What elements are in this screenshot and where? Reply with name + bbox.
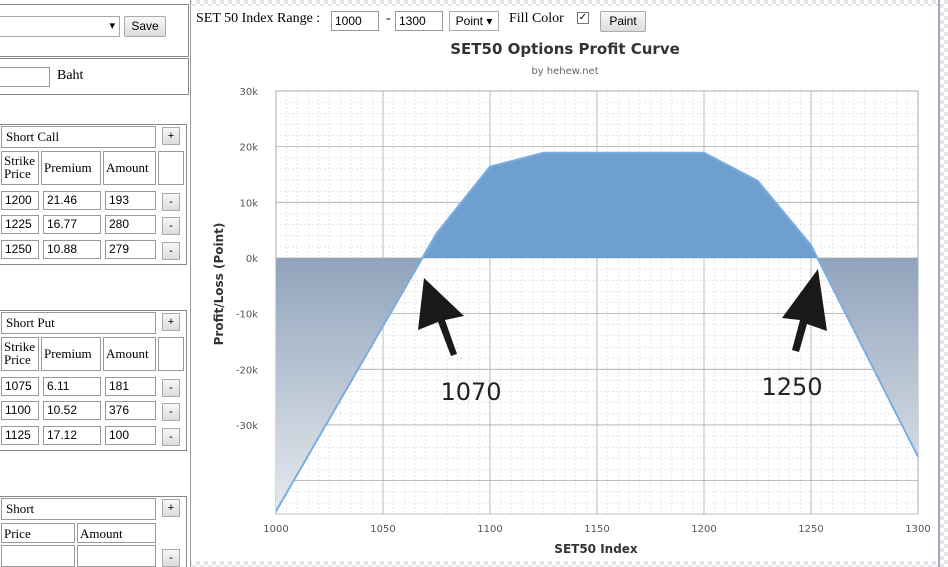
short-call-amount[interactable]: 280 bbox=[105, 215, 156, 234]
right-divider bbox=[938, 0, 940, 567]
short-call-amount[interactable]: 279 bbox=[105, 240, 156, 259]
short-future-add-button[interactable]: + bbox=[162, 499, 180, 517]
short-call-title: Short Call bbox=[1, 126, 156, 148]
short-call-premium[interactable]: 16.77 bbox=[43, 215, 101, 234]
capital-input[interactable] bbox=[0, 67, 50, 87]
premium-header: Premium bbox=[41, 337, 101, 371]
capital-unit: Baht bbox=[57, 68, 84, 83]
portfolio-select[interactable]: ▾ bbox=[0, 16, 120, 37]
short-call-amount[interactable]: 193 bbox=[105, 191, 156, 210]
y-tick-label: 0k bbox=[246, 254, 258, 265]
amount-header: Amount bbox=[103, 151, 156, 185]
short-put-amount[interactable]: 100 bbox=[105, 426, 156, 445]
strike-price-header: Strike Price bbox=[1, 151, 39, 185]
x-tick-label: 1300 bbox=[905, 524, 930, 535]
profit-area bbox=[275, 151, 919, 512]
left-panel: ▾ Save Baht Short Call + Strike Price Pr… bbox=[0, 0, 191, 567]
premium-header: Premium bbox=[41, 151, 101, 185]
breakeven-label-right: 1250 bbox=[761, 373, 822, 401]
profit-region bbox=[422, 152, 818, 258]
short-put-remove-button[interactable]: - bbox=[162, 379, 180, 397]
short-put-premium[interactable]: 10.52 bbox=[43, 401, 101, 420]
short-call-remove-button[interactable]: - bbox=[162, 193, 180, 211]
y-tick-label: -30k bbox=[236, 421, 258, 432]
strike-price-header: Strike Price bbox=[1, 337, 39, 371]
short-put-group: Short Put + Strike Price Premium Amount … bbox=[0, 310, 187, 451]
x-tick-label: 1000 bbox=[263, 524, 288, 535]
future-amount-input[interactable] bbox=[77, 545, 156, 567]
short-future-remove-button[interactable]: - bbox=[162, 549, 180, 567]
short-call-premium[interactable]: 10.88 bbox=[43, 240, 101, 259]
y-tick-label: 10k bbox=[239, 198, 258, 209]
profit-line bbox=[275, 151, 919, 512]
amount-header: Amount bbox=[77, 523, 156, 543]
range-label: SET 50 Index Range : bbox=[196, 11, 321, 26]
short-call-remove-button[interactable]: - bbox=[162, 217, 180, 235]
short-future-title: Short bbox=[1, 498, 156, 520]
paint-button[interactable]: Paint bbox=[600, 11, 646, 32]
range-separator: - bbox=[386, 11, 391, 26]
background-pattern bbox=[0, 561, 948, 567]
x-tick-label: 1050 bbox=[370, 524, 395, 535]
short-put-premium[interactable]: 17.12 bbox=[43, 426, 101, 445]
y-tick-label: 30k bbox=[239, 87, 258, 98]
short-call-strike[interactable]: 1250 bbox=[1, 240, 39, 259]
short-put-remove-button[interactable]: - bbox=[162, 403, 180, 421]
portfolio-box: ▾ Save bbox=[0, 4, 189, 57]
range-to-input[interactable]: 1300 bbox=[395, 11, 443, 31]
chart-subtitle: by hehew.net bbox=[531, 66, 598, 77]
x-tick-label: 1100 bbox=[477, 524, 502, 535]
short-put-premium[interactable]: 6.11 bbox=[43, 377, 101, 396]
short-put-title: Short Put bbox=[1, 312, 156, 334]
y-axis-label: Profit/Loss (Point) bbox=[212, 223, 226, 346]
short-put-amount[interactable]: 181 bbox=[105, 377, 156, 396]
short-call-premium[interactable]: 21.46 bbox=[43, 191, 101, 210]
short-call-group: Short Call + Strike Price Premium Amount… bbox=[0, 124, 187, 265]
breakeven-label-left: 1070 bbox=[440, 378, 501, 406]
range-from-input[interactable]: 1000 bbox=[331, 11, 379, 31]
chart-title: SET50 Options Profit Curve bbox=[450, 40, 680, 58]
x-tick-label: 1250 bbox=[798, 524, 823, 535]
header-spacer bbox=[158, 337, 184, 371]
capital-box: Baht bbox=[0, 58, 189, 95]
background-pattern bbox=[0, 0, 948, 6]
short-call-remove-button[interactable]: - bbox=[162, 242, 180, 260]
save-button[interactable]: Save bbox=[124, 16, 166, 37]
short-put-remove-button[interactable]: - bbox=[162, 428, 180, 446]
short-call-strike[interactable]: 1225 bbox=[1, 215, 39, 234]
short-put-add-button[interactable]: + bbox=[162, 313, 180, 331]
future-price-input[interactable] bbox=[1, 545, 75, 567]
x-axis-label: SET50 Index bbox=[554, 542, 638, 556]
short-put-strike[interactable]: 1075 bbox=[1, 377, 39, 396]
fill-color-label: Fill Color bbox=[509, 11, 564, 26]
y-tick-label: -10k bbox=[236, 310, 258, 321]
x-tick-label: 1150 bbox=[584, 524, 609, 535]
short-put-strike[interactable]: 1125 bbox=[1, 426, 39, 445]
price-header: Price bbox=[1, 523, 75, 543]
short-call-add-button[interactable]: + bbox=[162, 127, 180, 145]
unit-select[interactable]: Point ▾ bbox=[449, 11, 499, 31]
background-pattern bbox=[940, 0, 948, 567]
amount-header: Amount bbox=[103, 337, 156, 371]
x-tick-label: 1200 bbox=[691, 524, 716, 535]
breakeven-arrow-right bbox=[782, 269, 827, 352]
breakeven-arrow-left bbox=[418, 278, 464, 356]
y-tick-label: 20k bbox=[239, 143, 258, 154]
loss-region bbox=[276, 257, 918, 512]
short-call-strike[interactable]: 1200 bbox=[1, 191, 39, 210]
short-put-strike[interactable]: 1100 bbox=[1, 401, 39, 420]
y-tick-label: -20k bbox=[236, 365, 258, 376]
short-future-group: Short + Price Amount - bbox=[0, 496, 187, 567]
profit-curve-chart: SET50 Options Profit Curve by hehew.net … bbox=[212, 40, 931, 556]
short-put-amount[interactable]: 376 bbox=[105, 401, 156, 420]
fill-color-checkbox[interactable]: ✓ bbox=[577, 12, 589, 24]
axis-ticks: 1000 1050 1100 1150 1200 1250 1300 30k 20k 10k 0k -… bbox=[236, 87, 931, 535]
header-spacer bbox=[158, 151, 184, 185]
